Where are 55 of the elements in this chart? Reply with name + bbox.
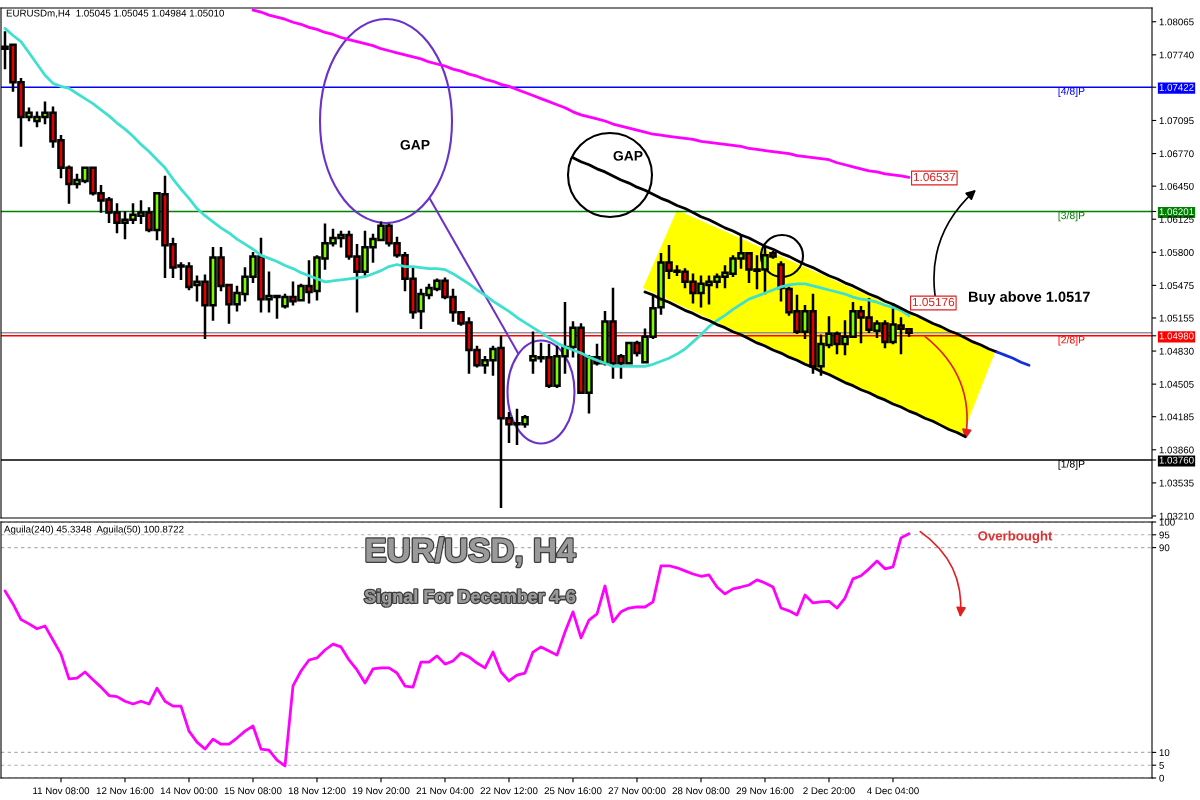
- chart-title: EUR/USD, H4: [366, 537, 576, 567]
- x-tick-label: 12 Nov 16:00: [96, 787, 154, 795]
- y-tick-label: 1.06201: [1159, 208, 1194, 216]
- x-tick-label: 21 Nov 04:00: [416, 787, 474, 795]
- x-tick-label: 11 Nov 08:00: [33, 787, 90, 795]
- line-series: [3, 26, 911, 368]
- y-tick-label: 1.06770: [1159, 150, 1194, 158]
- y-tick-label: 1.03210: [1159, 512, 1194, 520]
- y-tick-label: 5: [1159, 762, 1164, 769]
- annotation: Overbought: [978, 530, 1053, 544]
- x-tick-label: 2 Dec 20:00: [803, 787, 855, 795]
- y-tick-label: 1.06125: [1159, 215, 1194, 223]
- annotation: 1.06537: [913, 172, 956, 182]
- x-tick-label: 4 Dec 04:00: [867, 787, 919, 795]
- annotation: GAP: [613, 150, 643, 161]
- ref-line-label: [1/8]P: [1058, 459, 1085, 470]
- y-tick-label: 1.07740: [1159, 51, 1194, 59]
- x-tick-label: 25 Nov 16:00: [544, 787, 602, 795]
- annotation: GAP: [400, 139, 430, 150]
- y-tick-label: 1.06450: [1159, 182, 1194, 190]
- y-tick-label: 1.03760: [1159, 456, 1194, 464]
- y-tick-label: 0: [1159, 774, 1164, 782]
- x-tick-label: 19 Nov 20:00: [352, 787, 410, 795]
- x-tick-label: 27 Nov 00:00: [608, 787, 666, 795]
- y-tick-label: 1.04980: [1159, 332, 1194, 340]
- x-tick-label: 18 Nov 12:00: [288, 787, 346, 795]
- annotation: 1.05176: [912, 297, 955, 307]
- y-tick-label: 1.07422: [1159, 83, 1194, 91]
- y-tick-label: 1.04505: [1159, 380, 1194, 388]
- annotation: Buy above 1.0517: [968, 291, 1090, 305]
- line-series: [995, 350, 1031, 367]
- y-tick-label: 1.05155: [1159, 314, 1194, 322]
- y-tick-label: 1.03535: [1159, 479, 1194, 487]
- y-tick-label: 1.04830: [1159, 347, 1194, 355]
- y-tick-label: 1.05475: [1159, 282, 1194, 290]
- y-tick-label: 1.08065: [1159, 18, 1194, 26]
- x-tick-label: 15 Nov 08:00: [224, 787, 282, 795]
- x-tick-label: 29 Nov 16:00: [736, 787, 794, 795]
- y-tick-label: 1.04185: [1159, 413, 1194, 421]
- y-tick-label: 90: [1159, 544, 1170, 552]
- ref-line-label: [3/8]P: [1058, 211, 1085, 222]
- x-tick-label: 28 Nov 08:00: [672, 787, 730, 795]
- annotation: Aguila(240) 45.3348 Aguila(50) 100.8722: [4, 525, 184, 535]
- ref-line-label: [2/8]P: [1058, 335, 1085, 346]
- y-tick-label: 95: [1159, 531, 1170, 539]
- text: Signal For December 4-6: [364, 589, 576, 607]
- x-tick-label: 22 Nov 12:00: [480, 787, 538, 795]
- y-tick-label: 1.05800: [1159, 249, 1194, 256]
- line-series: [251, 8, 911, 179]
- x-tick-label: 14 Nov 00:00: [160, 787, 218, 795]
- y-tick-label: 100: [1159, 518, 1175, 526]
- y-tick-label: 1.03860: [1159, 446, 1194, 454]
- y-tick-label: 1.07095: [1159, 117, 1194, 125]
- y-tick-label: 10: [1159, 749, 1170, 757]
- annotation: EURUSDm,H4 1.05045 1.05045 1.04984 1.05010: [6, 9, 224, 18]
